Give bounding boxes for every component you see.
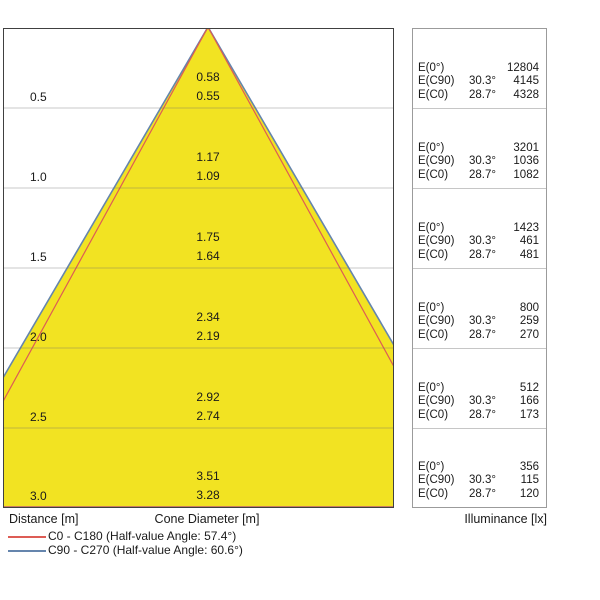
panel-separator bbox=[413, 268, 546, 269]
cone-diameter-c0: 3.28 bbox=[196, 488, 220, 502]
cone-svg bbox=[4, 29, 393, 507]
cone-diameter-c0: 1.09 bbox=[196, 169, 220, 183]
ec90-label: E(C90) bbox=[418, 315, 455, 327]
ec0-value: 270 bbox=[519, 328, 539, 341]
panel-separator bbox=[413, 108, 546, 109]
cone-diameter-c90: 3.51 bbox=[196, 469, 220, 483]
cone-diameter-c90: 2.34 bbox=[196, 310, 220, 324]
distance-label: 3.0 bbox=[30, 489, 47, 503]
e0-value: 356 bbox=[519, 460, 539, 473]
e0-label: E(0°) bbox=[418, 460, 445, 473]
legend-label-c90: C90 - C270 (Half-value Angle: 60.6°) bbox=[48, 543, 243, 557]
ec0-label: E(C0) bbox=[418, 487, 449, 500]
ec0-angle: 28.7° bbox=[469, 168, 496, 181]
e0-label: E(0°) bbox=[418, 221, 445, 234]
illuminance-axis-label: Illuminance [lx] bbox=[464, 512, 547, 526]
distance-label: 0.5 bbox=[30, 90, 47, 104]
cone-plot-area: 0.5 1.0 1.5 2.0 2.5 3.0 0.58 0.55 1.17 1… bbox=[3, 28, 394, 508]
e0-value: 1423 bbox=[513, 221, 539, 234]
ec90-angle: 30.3° bbox=[469, 474, 496, 486]
e0-label: E(0°) bbox=[418, 61, 445, 74]
ec90-label: E(C90) bbox=[418, 75, 455, 87]
ec90-value: 4145 bbox=[513, 75, 539, 87]
illuminance-panel: E(0°) 12804 E(C90) 30.3° 4145 E(C0) 28.7… bbox=[412, 28, 547, 508]
illuminance-block: E(0°) 356 E(C90) 30.3° 115 E(C0) 28.7° 1… bbox=[413, 461, 546, 502]
distance-label: 2.0 bbox=[30, 330, 47, 344]
illuminance-block: E(0°) 1423 E(C90) 30.3° 461 E(C0) 28.7° … bbox=[413, 222, 546, 263]
ec0-angle: 28.7° bbox=[469, 487, 496, 500]
ec90-angle: 30.3° bbox=[469, 395, 496, 407]
ec0-angle: 28.7° bbox=[469, 248, 496, 261]
cone-diameter-c90: 1.17 bbox=[196, 150, 220, 164]
cone-diameter-c0: 2.19 bbox=[196, 329, 220, 343]
e0-value: 12804 bbox=[507, 61, 539, 74]
cone-diameter-c90: 1.75 bbox=[196, 230, 220, 244]
ec0-angle: 28.7° bbox=[469, 328, 496, 341]
ec0-label: E(C0) bbox=[418, 168, 449, 181]
ec0-label: E(C0) bbox=[418, 248, 449, 261]
cone-diameter-c0: 0.55 bbox=[196, 89, 220, 103]
ec0-label: E(C0) bbox=[418, 88, 449, 101]
legend-item-c90: C90 - C270 (Half-value Angle: 60.6°) bbox=[0, 543, 400, 558]
ec90-value: 1036 bbox=[513, 155, 539, 167]
ec90-label: E(C90) bbox=[418, 235, 455, 247]
cone-diameter-c90: 0.58 bbox=[196, 70, 220, 84]
panel-separator bbox=[413, 348, 546, 349]
ec90-angle: 30.3° bbox=[469, 75, 496, 87]
ec0-label: E(C0) bbox=[418, 328, 449, 341]
distance-axis-label: Distance [m] bbox=[9, 512, 79, 526]
ec0-value: 481 bbox=[519, 248, 539, 261]
e0-value: 3201 bbox=[513, 141, 539, 154]
ec0-angle: 28.7° bbox=[469, 88, 496, 101]
ec90-label: E(C90) bbox=[418, 395, 455, 407]
e0-label: E(0°) bbox=[418, 381, 445, 394]
c90-cone-shape bbox=[4, 29, 393, 507]
panel-separator bbox=[413, 188, 546, 189]
e0-label: E(0°) bbox=[418, 141, 445, 154]
ec90-angle: 30.3° bbox=[469, 155, 496, 167]
illuminance-block: E(0°) 3201 E(C90) 30.3° 1036 E(C0) 28.7°… bbox=[413, 142, 546, 183]
distance-label: 2.5 bbox=[30, 410, 47, 424]
illuminance-block: E(0°) 800 E(C90) 30.3° 259 E(C0) 28.7° 2… bbox=[413, 302, 546, 343]
ec90-value: 461 bbox=[519, 235, 539, 247]
ec0-value: 120 bbox=[519, 487, 539, 500]
ec0-angle: 28.7° bbox=[469, 408, 496, 421]
c90-line-swatch bbox=[8, 550, 46, 552]
distance-label: 1.5 bbox=[30, 250, 47, 264]
c0-cone-shape bbox=[4, 29, 393, 507]
ec90-label: E(C90) bbox=[418, 474, 455, 486]
ec90-value: 259 bbox=[519, 315, 539, 327]
legend-label-c0: C0 - C180 (Half-value Angle: 57.4°) bbox=[48, 529, 237, 543]
ec0-label: E(C0) bbox=[418, 408, 449, 421]
ec90-angle: 30.3° bbox=[469, 235, 496, 247]
ec0-value: 173 bbox=[519, 408, 539, 421]
ec90-label: E(C90) bbox=[418, 155, 455, 167]
c0-line-swatch bbox=[8, 536, 46, 538]
cone-diameter-c0: 1.64 bbox=[196, 249, 220, 263]
illuminance-block: E(0°) 12804 E(C90) 30.3° 4145 E(C0) 28.7… bbox=[413, 62, 546, 103]
ec0-value: 1082 bbox=[513, 168, 539, 181]
ec90-value: 115 bbox=[520, 474, 539, 486]
cone-diameter-c90: 2.92 bbox=[196, 390, 220, 404]
panel-separator bbox=[413, 428, 546, 429]
e0-value: 512 bbox=[519, 381, 539, 394]
ec0-value: 4328 bbox=[513, 88, 539, 101]
ec90-angle: 30.3° bbox=[469, 315, 496, 327]
cone-diameter-c0: 2.74 bbox=[196, 409, 220, 423]
cone-diameter-axis-label: Cone Diameter [m] bbox=[154, 512, 260, 526]
legend-item-c0: C0 - C180 (Half-value Angle: 57.4°) bbox=[0, 529, 400, 544]
e0-value: 800 bbox=[519, 301, 539, 314]
ec90-value: 166 bbox=[519, 395, 539, 407]
illuminance-block: E(0°) 512 E(C90) 30.3° 166 E(C0) 28.7° 1… bbox=[413, 382, 546, 423]
distance-label: 1.0 bbox=[30, 170, 47, 184]
e0-label: E(0°) bbox=[418, 301, 445, 314]
